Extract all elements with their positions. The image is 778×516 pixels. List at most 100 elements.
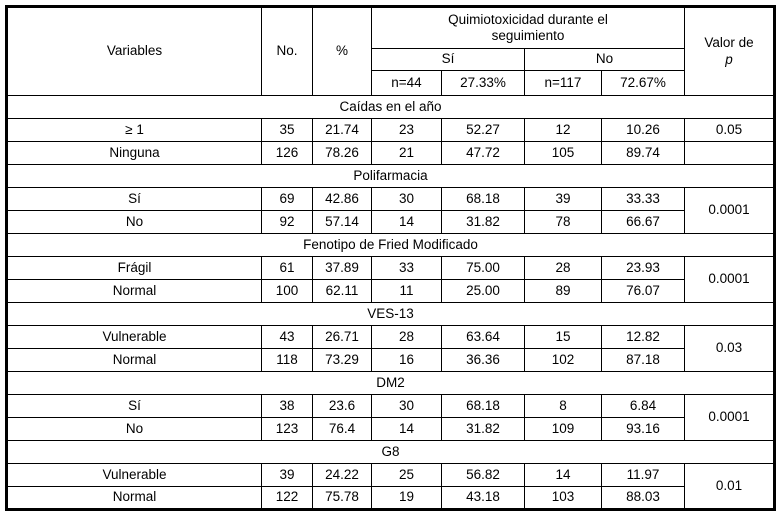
cell-yes-n: 33 [371,256,442,280]
cell-no-n: 102 [524,348,602,372]
cell-no-pct: 76.07 [600,279,686,303]
section-header-row: Fenotipo de Fried Modificado [5,233,776,257]
cell-variable: Sí [6,394,262,418]
cell-pct: 24.22 [312,463,372,487]
header-chemotoxicity-line1: Quimiotoxicidad durante el [448,11,608,27]
cell-no-n: 39 [524,187,602,211]
cell-yes-pct: 68.18 [441,187,525,211]
table-row: Frágil 61 37.89 33 75.00 28 23.93 0.0001 [6,256,776,303]
cell-no-pct: 23.93 [600,256,686,280]
cell-p-value: 0.03 [684,325,776,372]
cell-n: 118 [261,348,313,372]
cell-variable: Sí [6,187,262,211]
cell-pct: 78.26 [312,141,372,165]
table-row: Ninguna 126 78.26 21 47.72 105 89.74 [6,141,776,165]
cell-no-pct: 87.18 [600,348,686,372]
cell-variable: ≥ 1 [6,118,262,142]
cell-pct: 76.4 [312,417,372,441]
cell-yes-n: 23 [371,118,442,142]
header-chemotoxicity-line2: seguimiento [491,28,565,43]
header-chemotoxicity-group: Quimiotoxicidad durante el seguimiento [370,6,686,49]
cell-variable: Vulnerable [6,325,262,349]
header-p-value: Valor de p [684,6,776,96]
cell-n: 69 [261,187,313,211]
cell-no-n: 109 [524,417,602,441]
header-count: No. [261,6,313,96]
cell-no-pct: 11.97 [600,463,686,487]
cell-no-n: 28 [524,256,602,280]
table-row: No 123 76.4 14 31.82 109 93.16 [6,417,775,441]
cell-yes-pct: 47.72 [441,141,525,165]
header-row-group: Variables No. % Quimiotoxicidad durante … [6,6,776,96]
cell-p-value: 0.05 [684,118,776,142]
cell-p-value: 0.0001 [684,187,776,234]
section-title: Fenotipo de Fried Modificado [5,233,776,257]
cell-variable: Normal [6,348,262,372]
section-title: DM2 [5,371,776,395]
section-header-row: Caídas en el año [5,95,776,119]
cell-yes-n: 16 [371,348,442,372]
cell-no-pct: 10.26 [600,118,686,142]
cell-yes-n: 14 [371,210,442,234]
table-row: No 92 57.14 14 31.82 78 66.67 [6,210,775,234]
section-title: Caídas en el año [5,95,776,119]
header-yes-n: n=44 [371,70,442,96]
section-header-row: Polifarmacia [5,164,776,188]
table-row: Vulnerable 39 24.22 25 56.82 14 11.97 0.… [6,463,776,510]
cell-yes-n: 30 [371,187,442,211]
cell-yes-n: 30 [371,394,442,418]
cell-n: 122 [261,486,313,510]
section-header-row: DM2 [5,371,776,395]
cell-yes-n: 21 [371,141,442,165]
header-no: No [523,48,686,71]
cell-pct: 21.74 [312,118,372,142]
header-variables: Variables [6,6,262,96]
cell-pct: 73.29 [312,348,372,372]
cell-yes-pct: 25.00 [441,279,525,303]
cell-yes-n: 19 [371,486,442,510]
cell-pct: 26.71 [312,325,372,349]
cell-no-n: 103 [524,486,602,510]
header-yes: Sí [371,48,525,71]
cell-no-pct: 93.16 [600,417,686,441]
header-p-value-line1: Valor de [704,35,754,51]
cell-p-value: 0.01 [684,463,776,510]
cell-n: 126 [261,141,313,165]
cell-p-value: 0.0001 [684,256,776,303]
table-row: Normal 122 75.78 19 43.18 103 88.03 [6,486,775,510]
cell-p-value: 0.0001 [684,394,776,441]
table-row: ≥ 1 35 21.74 23 52.27 12 10.26 0.05 [6,118,776,142]
cell-yes-pct: 31.82 [441,210,525,234]
cell-no-n: 8 [524,394,602,418]
cell-n: 38 [261,394,313,418]
cell-variable: Normal [6,486,262,510]
cell-n: 61 [261,256,313,280]
header-yes-pct: 27.33% [441,70,525,96]
table-row: Normal 100 62.11 11 25.00 89 76.07 [6,279,775,303]
cell-variable: Vulnerable [6,463,262,487]
cell-no-pct: 6.84 [600,394,686,418]
cell-yes-pct: 56.82 [441,463,525,487]
cell-n: 35 [261,118,313,142]
cell-pct: 75.78 [312,486,372,510]
header-no-n: n=117 [524,70,602,96]
section-title: VES-13 [5,302,776,326]
cell-variable: Ninguna [6,141,262,165]
header-no-pct: 72.67% [600,70,686,96]
cell-n: 92 [261,210,313,234]
cell-pct: 23.6 [312,394,372,418]
cell-pct: 37.89 [312,256,372,280]
cell-n: 123 [261,417,313,441]
cell-no-n: 14 [524,463,602,487]
cell-variable: Normal [6,279,262,303]
table-row: Sí 69 42.86 30 68.18 39 33.33 0.0001 [6,187,776,234]
cell-yes-n: 11 [371,279,442,303]
cell-variable: Frágil [6,256,262,280]
cell-no-n: 15 [524,325,602,349]
cell-no-n: 78 [524,210,602,234]
cell-no-pct: 88.03 [600,486,686,510]
cell-p-empty [684,141,776,165]
cell-n: 39 [261,463,313,487]
cell-yes-pct: 68.18 [441,394,525,418]
